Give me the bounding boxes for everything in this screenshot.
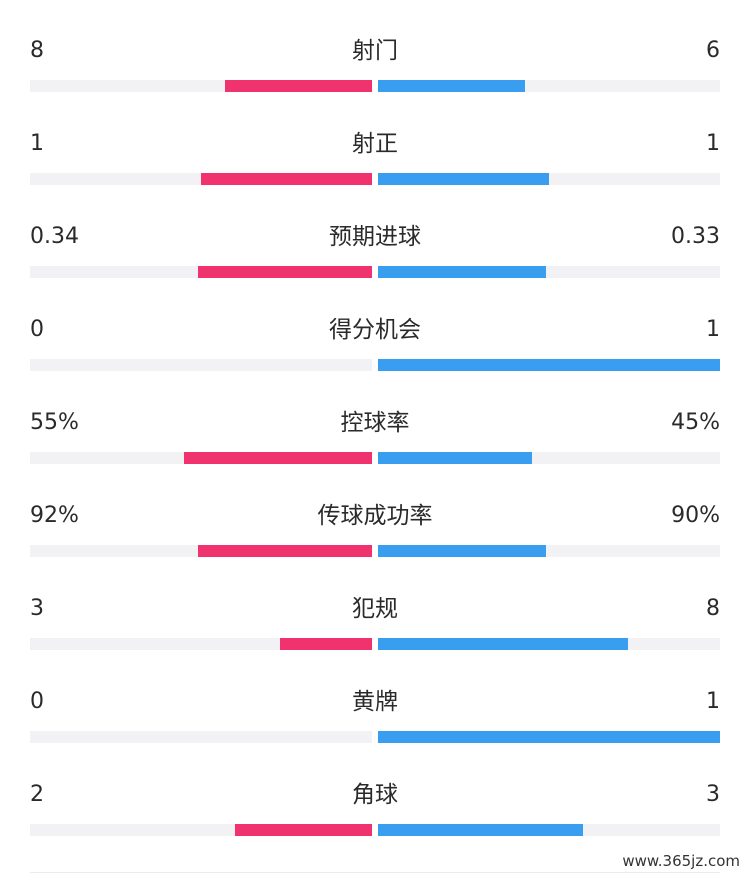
stat-label: 角球: [352, 782, 398, 808]
away-bar-fill: [378, 359, 720, 371]
stat-row: 8 射门 6: [0, 2, 750, 95]
home-value: 8: [30, 38, 44, 63]
home-value: 0: [30, 317, 44, 342]
stat-label: 犯规: [352, 596, 398, 622]
stat-label: 传球成功率: [317, 503, 433, 529]
stat-row: 55% 控球率 45%: [0, 374, 750, 467]
away-bar-track: [378, 452, 720, 464]
home-bar-fill: [198, 545, 372, 557]
away-value: 1: [706, 131, 720, 156]
away-bar-fill: [378, 638, 628, 650]
away-value: 3: [706, 782, 720, 807]
home-bar-track: [30, 173, 372, 185]
away-bar-fill: [378, 824, 583, 836]
home-bar-fill: [184, 452, 372, 464]
away-value: 90%: [671, 503, 720, 528]
home-bar-fill: [235, 824, 372, 836]
stat-row: 0.34 预期进球 0.33: [0, 188, 750, 281]
away-value: 1: [706, 317, 720, 342]
away-bar-track: [378, 266, 720, 278]
stat-label: 黄牌: [352, 689, 398, 715]
home-bar-fill: [280, 638, 372, 650]
home-value: 3: [30, 596, 44, 621]
stat-label: 控球率: [340, 410, 410, 436]
away-bar-fill: [378, 266, 546, 278]
stat-row: 1 射正 1: [0, 95, 750, 188]
away-bar-track: [378, 824, 720, 836]
site-watermark: www.365jz.com: [618, 850, 744, 872]
home-bar-track: [30, 452, 372, 464]
home-value: 2: [30, 782, 44, 807]
home-value: 0: [30, 689, 44, 714]
home-bar-track: [30, 731, 372, 743]
away-bar-track: [378, 638, 720, 650]
stat-label: 射门: [352, 38, 398, 64]
home-value: 1: [30, 131, 44, 156]
stat-label: 预期进球: [329, 224, 421, 250]
home-value: 0.34: [30, 224, 79, 249]
stat-row: 3 犯规 8: [0, 560, 750, 653]
stat-label: 得分机会: [329, 317, 421, 343]
home-bar-fill: [198, 266, 372, 278]
stat-label: 射正: [352, 131, 398, 157]
home-bar-track: [30, 266, 372, 278]
away-bar-fill: [378, 80, 525, 92]
home-bar-track: [30, 824, 372, 836]
home-value: 92%: [30, 503, 79, 528]
away-value: 1: [706, 689, 720, 714]
home-bar-track: [30, 545, 372, 557]
stat-row: 0 得分机会 1: [0, 281, 750, 374]
home-bar-track: [30, 359, 372, 371]
home-bar-fill: [201, 173, 372, 185]
home-bar-track: [30, 638, 372, 650]
bottom-divider: [30, 872, 720, 873]
away-bar-fill: [378, 731, 720, 743]
away-bar-fill: [378, 545, 546, 557]
away-bar-fill: [378, 452, 532, 464]
away-value: 0.33: [671, 224, 720, 249]
away-bar-fill: [378, 173, 549, 185]
home-bar-fill: [225, 80, 372, 92]
away-bar-track: [378, 80, 720, 92]
stat-row: 2 角球 3: [0, 746, 750, 839]
stat-row: 0 黄牌 1: [0, 653, 750, 746]
away-bar-track: [378, 731, 720, 743]
away-bar-track: [378, 359, 720, 371]
away-value: 6: [706, 38, 720, 63]
away-bar-track: [378, 545, 720, 557]
home-bar-track: [30, 80, 372, 92]
home-value: 55%: [30, 410, 79, 435]
away-value: 45%: [671, 410, 720, 435]
away-bar-track: [378, 173, 720, 185]
away-value: 8: [706, 596, 720, 621]
stat-row: 92% 传球成功率 90%: [0, 467, 750, 560]
